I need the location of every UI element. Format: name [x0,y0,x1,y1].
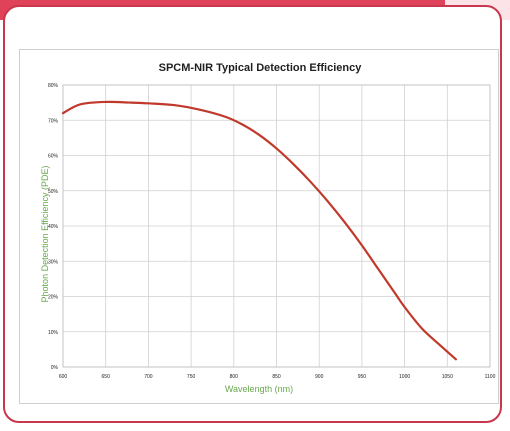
x-tick-label: 850 [272,374,281,380]
y-tick-label: 10% [48,330,59,336]
x-tick-label: 750 [187,374,196,380]
y-tick-label: 70% [48,118,59,124]
pde-series-line [61,100,457,361]
y-tick-label: 80% [48,83,59,89]
x-tick-label: 1050 [442,374,453,380]
plot-area-frame [62,84,491,368]
tick-labels: 600 650 700 750 800 850 900 950 1000 1050 1100 0% 10… [48,83,496,380]
grid [62,84,491,368]
series-layer [61,100,457,361]
chart-figure: SPCM-NIR Typical Detection Efficiency 60… [19,49,499,404]
x-tick-label: 1000 [399,374,410,380]
x-tick-label: 700 [144,374,153,380]
y-tick-label: 50% [48,189,59,195]
y-tick-label: 20% [48,295,59,301]
chart-svg: SPCM-NIR Typical Detection Efficiency 60… [40,62,496,394]
y-tick-label: 40% [48,224,59,230]
y-tick-label: 60% [48,154,59,160]
x-axis-label: Wavelength (nm) [225,384,293,394]
x-tick-label: 650 [102,374,111,380]
y-tick-label: 0% [51,365,59,371]
x-tick-label: 1100 [485,374,496,380]
x-tick-label: 800 [230,374,239,380]
y-tick-label: 30% [48,259,59,265]
x-tick-label: 600 [59,374,68,380]
chart-title: SPCM-NIR Typical Detection Efficiency [159,62,363,74]
y-axis-label: Photon Detection Efficiency (PDE) [40,166,50,303]
x-tick-label: 950 [358,374,367,380]
x-tick-label: 900 [315,374,324,380]
chart-card: SPCM-NIR Typical Detection Efficiency 60… [3,5,502,423]
